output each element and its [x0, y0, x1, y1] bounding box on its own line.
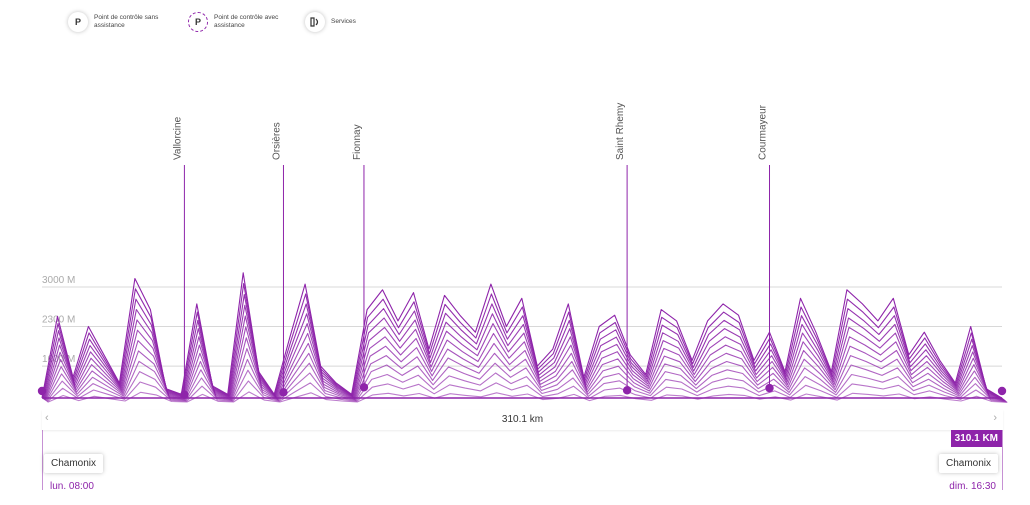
elevation-line	[46, 369, 1007, 403]
elevation-line	[44, 326, 1005, 401]
elevation-line	[44, 337, 1005, 401]
waypoint-dot	[359, 383, 369, 392]
start-marker-line	[42, 430, 43, 490]
chevron-left-icon[interactable]: ‹	[45, 412, 49, 424]
legend-item-unassisted: P Point de contrôle sans assistance	[68, 12, 162, 32]
start-location-label[interactable]: Chamonix	[44, 454, 104, 473]
end-location-label[interactable]: Chamonix	[938, 454, 998, 473]
waypoint-dot	[180, 390, 189, 399]
elevation-line	[47, 391, 1008, 403]
parking-assisted-icon: P	[188, 12, 208, 32]
elevation-line	[41, 283, 1003, 399]
legend-label: Services	[331, 18, 356, 25]
waypoint-dot	[622, 386, 632, 395]
y-tick-label: 1600 M	[42, 354, 75, 365]
services-icon	[305, 12, 325, 32]
legend-label: Point de contrôle sans assistance	[94, 14, 159, 29]
end-marker-line	[1002, 430, 1003, 490]
waypoint-dot	[279, 388, 288, 397]
waypoint-label: Courmayeur	[758, 104, 769, 160]
elevation-line	[45, 358, 1007, 402]
waypoint-label: Orsières	[271, 122, 282, 160]
elevation-line	[46, 380, 1007, 403]
waypoint-label: Fionnay	[352, 124, 363, 160]
waypoint-dot	[765, 383, 774, 393]
start-time: lun. 08:00	[50, 481, 94, 492]
legend-item-assisted: P Point de contrôle avec assistance	[188, 12, 282, 32]
start-dot	[37, 386, 47, 396]
chevron-right-icon[interactable]: ›	[993, 412, 997, 424]
elevation-line	[41, 272, 1002, 399]
end-dot	[997, 386, 1007, 396]
elevation-line	[42, 293, 1003, 400]
legend-item-services: Services	[305, 12, 399, 32]
y-tick-label: 3000 M	[42, 275, 75, 286]
end-time: dim. 16:30	[949, 481, 996, 492]
total-distance-badge: 310.1 KM	[950, 430, 1002, 447]
range-distance: 310.1 km	[501, 414, 544, 425]
elevation-line	[43, 304, 1004, 400]
waypoint-label: Vallorcine	[172, 116, 183, 160]
elevation-line	[43, 315, 1005, 401]
parking-unassisted-icon: P	[68, 12, 88, 32]
legend-label: Point de contrôle avec assistance	[214, 14, 279, 29]
elevation-line	[45, 348, 1006, 402]
waypoint-label: Saint Rhemy	[615, 103, 626, 160]
range-navigator[interactable]: ‹ 310.1 km ›	[42, 410, 1003, 430]
